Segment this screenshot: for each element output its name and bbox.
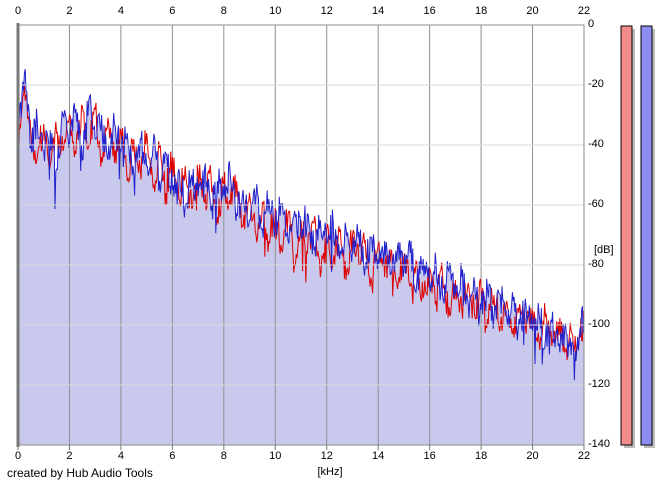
footer-credit: created by Hub Audio Tools <box>7 466 153 480</box>
top-khz-tick-label: 12 <box>321 5 333 17</box>
spectrum-fill-area <box>18 69 584 445</box>
top-khz-tick-label: 4 <box>118 5 124 17</box>
top-khz-tick-label: 8 <box>221 5 227 17</box>
db-tick-label: -120 <box>588 378 610 390</box>
bottom-khz-tick-label: 0 <box>15 450 21 462</box>
top-khz-tick-label: 0 <box>15 5 21 17</box>
top-khz-tick-label: 16 <box>424 5 436 17</box>
db-tick-label: -60 <box>588 198 604 210</box>
left-level-meter-bar <box>620 25 633 446</box>
top-khz-tick-label: 2 <box>66 5 72 17</box>
db-tick-label: 0 <box>588 18 594 30</box>
bottom-khz-tick-label: 2 <box>66 450 72 462</box>
top-khz-tick-label: 18 <box>475 5 487 17</box>
chart-layer: 0 2 4 6 8 10 12 14 16 18 20 220 2 4 6 8 10 12 14 16 18 20 220-… <box>15 5 655 462</box>
bottom-khz-tick-label: 6 <box>169 450 175 462</box>
top-khz-tick-label: 22 <box>578 5 590 17</box>
bottom-khz-tick-label: 18 <box>475 450 487 462</box>
top-khz-tick-label: 6 <box>169 5 175 17</box>
bottom-khz-tick-label: 22 <box>578 450 590 462</box>
top-khz-tick-label: 10 <box>269 5 281 17</box>
bottom-axis-ticks <box>17 445 585 450</box>
db-tick-label: -140 <box>588 438 610 450</box>
bottom-khz-tick-label: 8 <box>221 450 227 462</box>
bottom-khz-tick-label: 12 <box>321 450 333 462</box>
bottom-khz-tick-label: 4 <box>118 450 124 462</box>
top-khz-tick-label: 20 <box>526 5 538 17</box>
top-khz-tick-label: 14 <box>372 5 384 17</box>
bottom-khz-tick-label: 14 <box>372 450 384 462</box>
x-axis-unit-label: [kHz] <box>317 466 342 478</box>
horizontal-gridlines <box>18 84 584 386</box>
bottom-khz-tick-label: 10 <box>269 450 281 462</box>
db-tick-label: -80 <box>588 258 604 270</box>
db-tick-label: -40 <box>588 138 604 150</box>
bottom-khz-tick-label: 16 <box>424 450 436 462</box>
right-level-meter-bar <box>640 25 653 446</box>
db-tick-label: -100 <box>588 318 610 330</box>
vertical-gridlines <box>68 25 534 445</box>
bottom-khz-tick-label: 20 <box>526 450 538 462</box>
blue-spectrum-trace <box>17 68 585 381</box>
y-axis-unit-label: [dB] <box>594 244 614 256</box>
db-tick-label: -20 <box>588 78 604 90</box>
